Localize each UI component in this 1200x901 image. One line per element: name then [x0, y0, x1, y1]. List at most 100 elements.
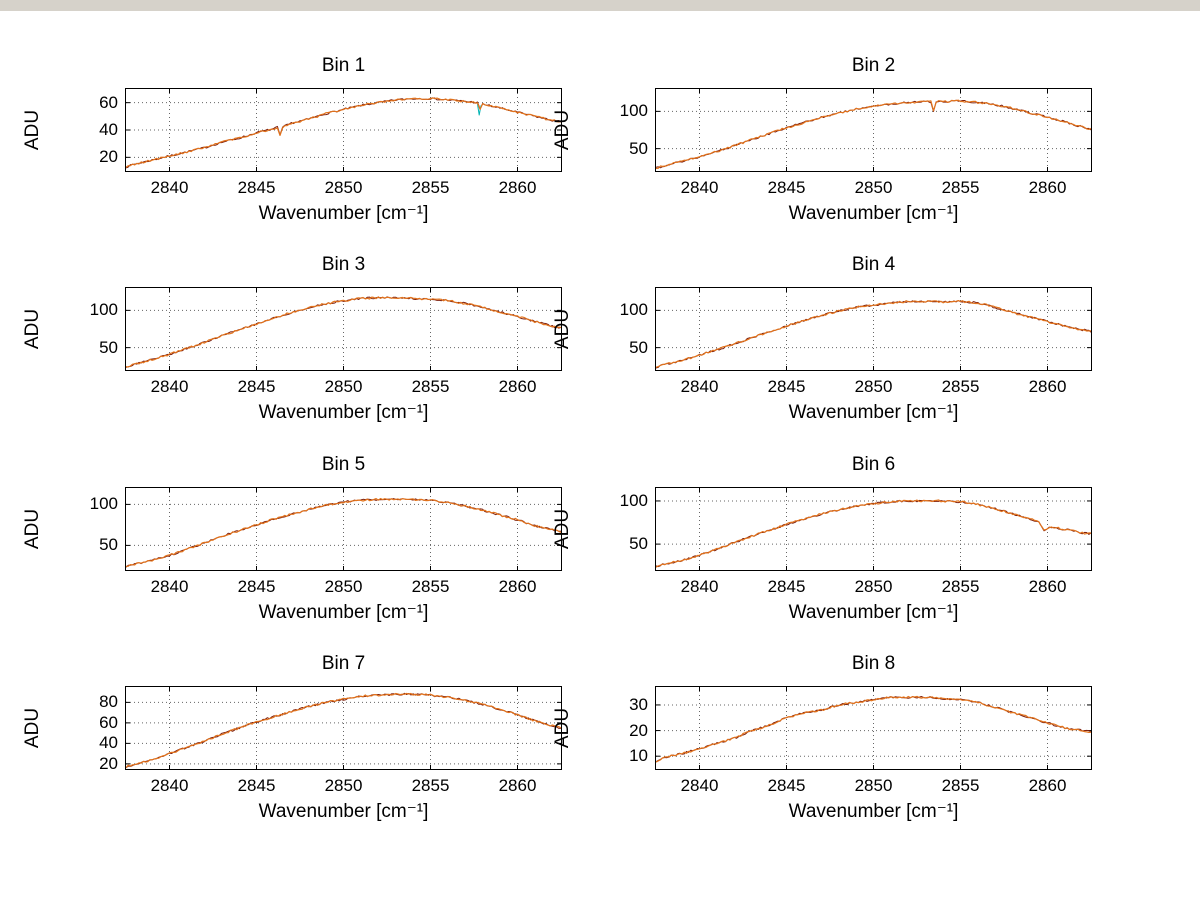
- y-axis-label: ADU: [22, 508, 43, 550]
- x-tick-label: 2855: [411, 577, 450, 596]
- subplot-title: Bin 3: [321, 254, 366, 275]
- x-axis-label: Wavenumber [cm⁻¹]: [258, 801, 429, 822]
- x-tick-label: 2840: [680, 377, 719, 396]
- x-tick-label: 2860: [498, 377, 537, 396]
- subplot-title: Bin 5: [321, 454, 366, 475]
- x-tick-label: 2845: [767, 776, 806, 795]
- x-tick-label: 2860: [1028, 178, 1067, 197]
- x-axis-label: Wavenumber [cm⁻¹]: [258, 203, 429, 224]
- x-tick-label: 2850: [854, 377, 893, 396]
- y-tick-label: 30: [629, 694, 648, 714]
- subplot-title: Bin 8: [851, 653, 896, 674]
- series-line-main: [126, 97, 561, 168]
- x-tick-label: 2855: [941, 178, 980, 197]
- series-line-main: [126, 498, 561, 567]
- series-line-main: [656, 99, 1091, 169]
- y-tick-label: 10: [629, 746, 648, 766]
- x-tick-label: 2850: [324, 178, 363, 197]
- axes-area: [126, 687, 561, 769]
- y-tick-label: 40: [99, 120, 118, 139]
- subplot-bin-4: Bin 4 ADU 50 100 2840 2845 2850 2855 2860 Wav…: [552, 255, 1092, 423]
- x-tick-label: 2850: [324, 377, 363, 396]
- x-tick-label: 2850: [324, 577, 363, 596]
- subplot-bin-2: Bin 2 ADU 50 100 2840 2845 2850 2855 2860 Wav…: [552, 56, 1092, 224]
- x-tick-label: 2850: [854, 577, 893, 596]
- y-axis-label: ADU: [22, 308, 43, 350]
- series-line-main: [656, 300, 1091, 368]
- series-line-dark: [656, 300, 1091, 369]
- y-tick-label: 20: [99, 147, 118, 167]
- subplot-bin-5: Bin 5 ADU 50 100 2840 2845 2850 2855 2860 Wav…: [22, 455, 562, 623]
- y-tick-label: 100: [89, 494, 118, 514]
- window-top-band: [0, 0, 1200, 11]
- subplot-bin-7: Bin 7 ADU 20 40 60 80 2840 2845 2850 2855 2860 …: [22, 654, 562, 822]
- subplot-bin-8: Bin 8 ADU 10 20 30 2840 2845 2850 2855 2860 Wa…: [552, 654, 1092, 822]
- x-tick-label: 2845: [237, 776, 276, 795]
- x-tick-label: 2860: [498, 776, 537, 795]
- subplot-bin-6: Bin 6 ADU 50 100 2840 2845 2850 2855 2860 Wav…: [552, 455, 1092, 623]
- x-tick-label: 2855: [941, 776, 980, 795]
- series-line-main: [656, 499, 1091, 568]
- x-tick-label: 2845: [767, 178, 806, 197]
- x-tick-label: 2845: [767, 377, 806, 396]
- y-tick-label: 100: [619, 300, 648, 320]
- x-tick-label: 2855: [941, 377, 980, 396]
- y-tick-label: 100: [619, 101, 648, 121]
- y-tick-label: 100: [619, 490, 648, 510]
- x-tick-label: 2855: [411, 178, 450, 197]
- x-tick-label: 2855: [941, 577, 980, 596]
- y-tick-label: 60: [99, 92, 118, 112]
- x-tick-label: 2840: [680, 776, 719, 795]
- x-tick-label: 2840: [150, 377, 189, 396]
- x-axis-label: Wavenumber [cm⁻¹]: [258, 402, 429, 423]
- x-tick-label: 2860: [498, 577, 537, 596]
- subplot-title: Bin 7: [321, 653, 366, 674]
- axes-area: [656, 89, 1091, 171]
- x-tick-label: 2860: [498, 178, 537, 197]
- y-axis-label: ADU: [552, 308, 573, 350]
- series-line-dark: [126, 692, 561, 769]
- y-tick-label: 50: [99, 535, 118, 555]
- axes-area: [656, 288, 1091, 370]
- x-tick-label: 2860: [1028, 377, 1067, 396]
- series-line-main: [126, 692, 561, 769]
- x-tick-label: 2860: [1028, 577, 1067, 596]
- y-tick-label: 80: [99, 692, 118, 712]
- y-tick-label: 50: [629, 534, 648, 554]
- subplot-title: Bin 4: [851, 254, 896, 275]
- x-axis-label: Wavenumber [cm⁻¹]: [258, 602, 429, 623]
- y-axis-label: ADU: [22, 109, 43, 151]
- subplot-title: Bin 6: [851, 454, 896, 475]
- x-tick-label: 2855: [411, 776, 450, 795]
- subplot-bin-1: Bin 1 ADU 20 40 60 2840 2845 2850 2855 2860 Wa…: [22, 56, 562, 224]
- x-tick-label: 2860: [1028, 776, 1067, 795]
- axes-area: [126, 488, 561, 570]
- y-axis-label: ADU: [552, 109, 573, 151]
- x-axis-label: Wavenumber [cm⁻¹]: [788, 402, 959, 423]
- x-tick-label: 2850: [854, 776, 893, 795]
- y-axis-label: ADU: [552, 508, 573, 550]
- x-tick-label: 2840: [150, 178, 189, 197]
- x-axis-label: Wavenumber [cm⁻¹]: [788, 602, 959, 623]
- y-tick-label: 50: [629, 138, 648, 158]
- x-tick-label: 2850: [854, 178, 893, 197]
- subplot-title: Bin 1: [321, 55, 366, 76]
- series-line-main: [656, 695, 1091, 763]
- x-tick-label: 2845: [237, 377, 276, 396]
- y-tick-label: 60: [99, 712, 118, 732]
- x-tick-label: 2845: [237, 178, 276, 197]
- x-tick-label: 2840: [150, 776, 189, 795]
- axes-area: [656, 687, 1091, 769]
- x-tick-label: 2840: [150, 577, 189, 596]
- y-tick-label: 100: [89, 300, 118, 320]
- x-tick-label: 2850: [324, 776, 363, 795]
- axes-area: [126, 89, 561, 171]
- axes-area: [656, 488, 1091, 570]
- y-axis-label: ADU: [22, 707, 43, 749]
- subplot-title: Bin 2: [851, 55, 896, 76]
- x-tick-label: 2840: [680, 178, 719, 197]
- x-axis-label: Wavenumber [cm⁻¹]: [788, 801, 959, 822]
- x-tick-label: 2845: [237, 577, 276, 596]
- x-tick-label: 2845: [767, 577, 806, 596]
